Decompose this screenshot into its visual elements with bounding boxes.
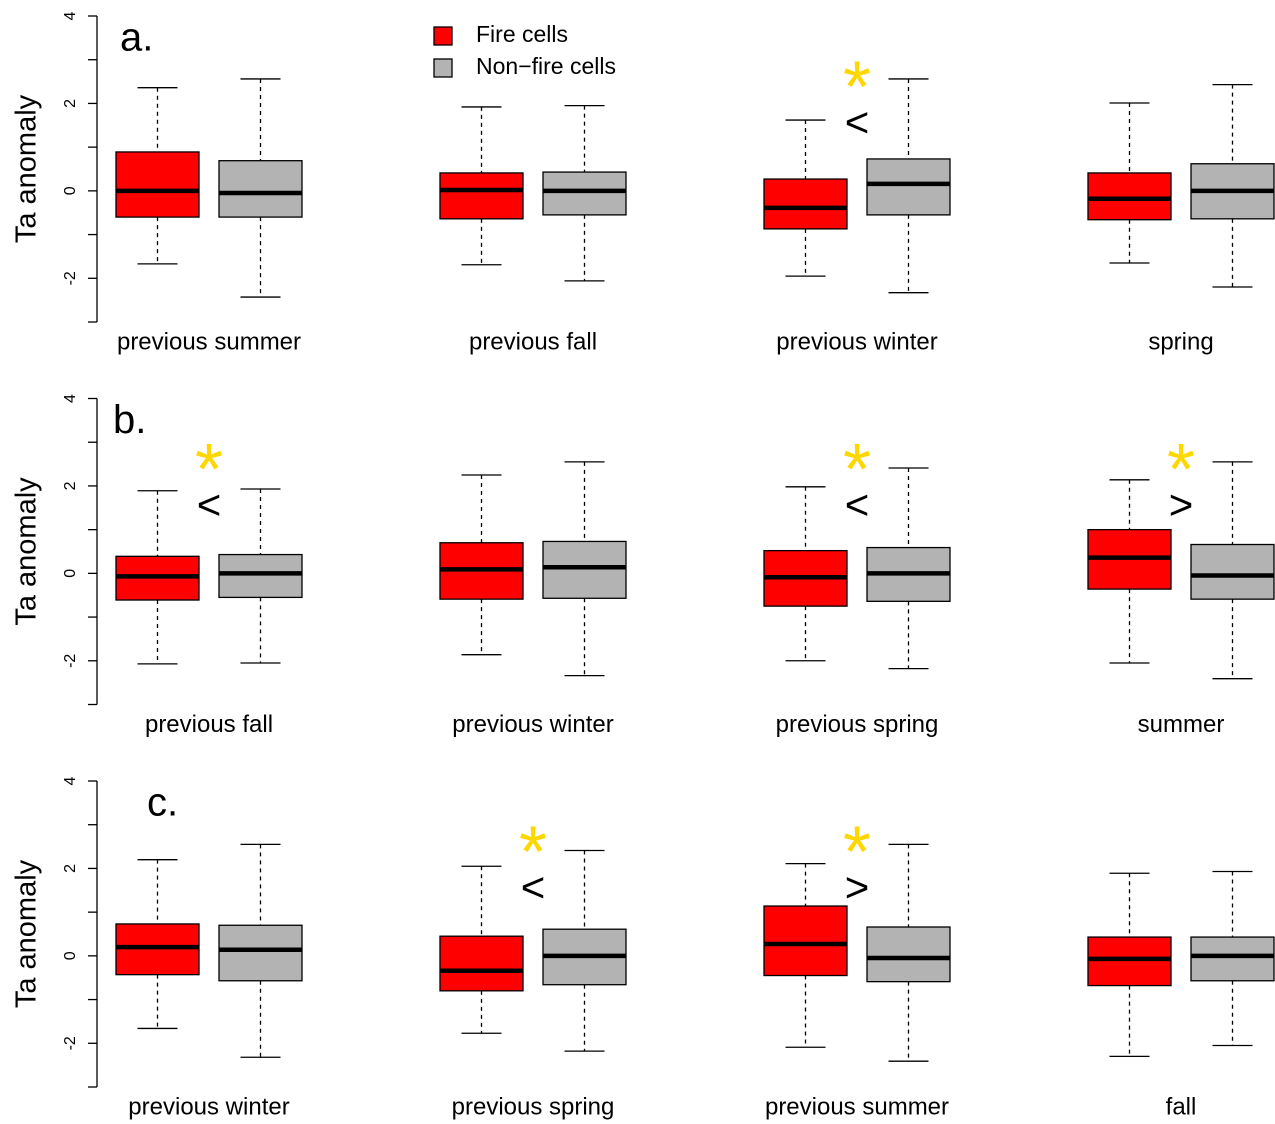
significance-star: * xyxy=(519,813,547,893)
y-tick-label: 2 xyxy=(62,481,79,490)
significance-star: * xyxy=(843,813,871,893)
y-axis-label: Ta anomaly xyxy=(11,859,43,1008)
x-tick-label: previous summer xyxy=(117,328,301,355)
significance-sign: > xyxy=(1169,481,1194,528)
box xyxy=(218,160,303,218)
legend-label: Non−fire cells xyxy=(476,53,616,79)
box xyxy=(542,540,627,599)
significance-star: * xyxy=(195,430,223,510)
y-tick-label: -2 xyxy=(62,1036,79,1050)
significance-sign: > xyxy=(845,863,870,910)
box xyxy=(1087,172,1172,221)
panel-label: b. xyxy=(113,398,146,442)
y-axis-label: Ta anomaly xyxy=(11,94,43,243)
y-tick-label: -2 xyxy=(62,654,79,668)
x-tick-label: summer xyxy=(1138,711,1225,738)
significance-sign: < xyxy=(845,481,870,528)
box xyxy=(218,924,303,982)
legend-swatch xyxy=(433,58,453,78)
box xyxy=(763,178,848,230)
x-tick-label: previous winter xyxy=(128,1093,289,1120)
y-tick-label: 0 xyxy=(62,186,79,195)
x-tick-label: previous winter xyxy=(776,328,937,355)
y-tick-label: 0 xyxy=(62,951,79,960)
box xyxy=(866,926,951,983)
y-tick-label: 4 xyxy=(62,776,79,785)
x-tick-label: previous spring xyxy=(776,711,939,738)
y-tick-label: 4 xyxy=(62,11,79,20)
significance-sign: < xyxy=(521,863,546,910)
box xyxy=(115,151,200,218)
x-tick-label: previous fall xyxy=(469,328,597,355)
x-tick-label: previous summer xyxy=(765,1093,949,1120)
significance-sign: < xyxy=(845,98,870,145)
y-tick-label: 4 xyxy=(62,394,79,403)
box xyxy=(1190,543,1275,600)
box xyxy=(1087,936,1172,987)
box xyxy=(1190,936,1275,982)
box xyxy=(439,935,524,992)
x-tick-label: previous winter xyxy=(452,711,613,738)
box xyxy=(763,905,848,977)
y-tick-label: 0 xyxy=(62,569,79,578)
legend-label: Fire cells xyxy=(476,21,568,47)
y-axis-label: Ta anomaly xyxy=(11,477,43,626)
y-tick-label: 2 xyxy=(62,864,79,873)
significance-star: * xyxy=(843,430,871,510)
x-tick-label: previous spring xyxy=(452,1093,615,1120)
significance-sign: < xyxy=(197,481,222,528)
box xyxy=(218,553,303,599)
panel-label: a. xyxy=(120,16,153,60)
box xyxy=(866,158,951,216)
significance-star: * xyxy=(1167,430,1195,510)
box xyxy=(542,171,627,216)
significance-star: * xyxy=(843,48,871,128)
box xyxy=(439,172,524,220)
legend-swatch xyxy=(433,26,453,46)
x-tick-label: fall xyxy=(1166,1093,1197,1120)
y-tick-label: -2 xyxy=(62,271,79,285)
x-tick-label: spring xyxy=(1148,328,1213,355)
panel-label: c. xyxy=(147,781,178,825)
y-tick-label: 2 xyxy=(62,99,79,108)
x-tick-label: previous fall xyxy=(145,711,273,738)
